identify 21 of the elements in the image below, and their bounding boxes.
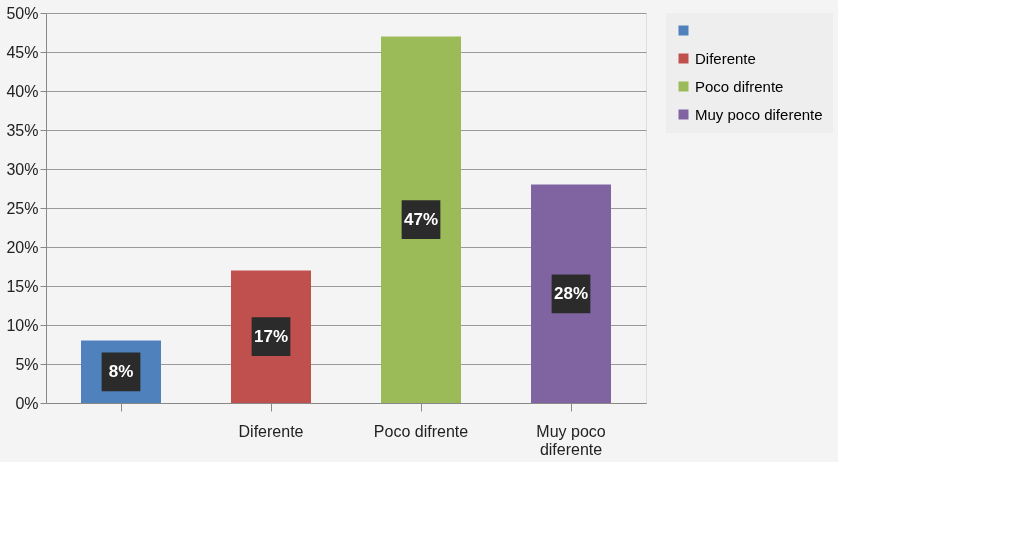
legend-label: Muy poco diferente — [695, 105, 823, 123]
x-tick-label: Diferente — [238, 422, 304, 440]
data-label: 47% — [403, 209, 439, 229]
y-tick-label: 5% — [15, 355, 39, 373]
legend-label: Poco difrente — [695, 77, 784, 95]
legend-label: Diferente — [695, 49, 756, 67]
y-tick-label: 45% — [6, 43, 39, 61]
y-tick-label: 40% — [6, 82, 39, 100]
y-tick-label: 10% — [6, 316, 39, 334]
y-tick-label: 50% — [6, 4, 39, 22]
data-label: 8% — [108, 361, 134, 381]
y-tick-label: 25% — [6, 199, 39, 217]
x-tick-label: Muy poco diferente — [536, 422, 606, 458]
y-tick-label: 0% — [15, 394, 39, 412]
data-label: 28% — [553, 283, 589, 303]
x-tick-label: Poco difrente — [373, 422, 469, 440]
y-tick-label: 20% — [6, 238, 39, 256]
y-tick-label: 30% — [6, 160, 39, 178]
y-tick-label: 35% — [6, 121, 39, 139]
y-tick-label: 15% — [6, 277, 39, 295]
data-label: 17% — [253, 326, 289, 346]
